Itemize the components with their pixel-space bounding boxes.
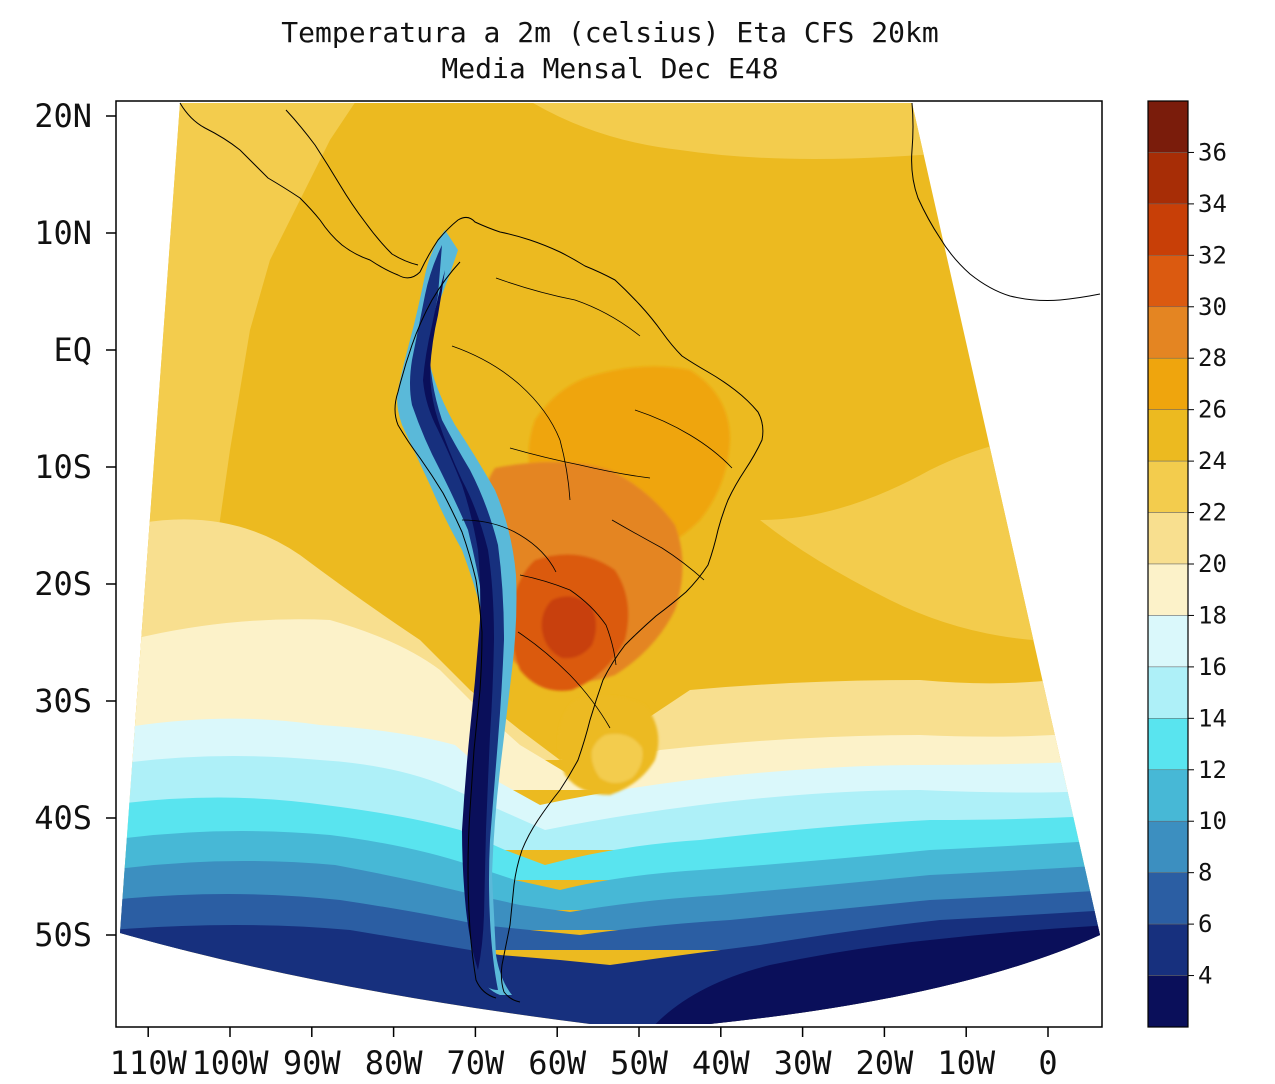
colorbar: 36 34 32 30 28 26 24 22 20 18 16 14 12 10 8 6 4 bbox=[1147, 100, 1227, 1028]
lat-tick-label: 20S bbox=[34, 565, 92, 603]
lon-tick-label: 20W bbox=[856, 1044, 915, 1080]
colorbar-label: 30 bbox=[1198, 293, 1227, 321]
colorbar-swatch bbox=[1147, 203, 1189, 256]
colorbar-label: 14 bbox=[1198, 704, 1227, 732]
lon-tick-label: 50W bbox=[610, 1044, 669, 1080]
colorbar-label: 22 bbox=[1198, 499, 1227, 527]
coastline-east-south-america bbox=[179, 102, 764, 1003]
map-frame bbox=[115, 100, 1103, 1028]
andes-coldest-band bbox=[423, 270, 494, 970]
colorbar-swatch bbox=[1147, 923, 1189, 976]
colorbar-label: 26 bbox=[1198, 396, 1227, 424]
border-brazil-states-north bbox=[634, 409, 733, 469]
lon-tick-label: 100W bbox=[191, 1044, 269, 1080]
colorbar-label: 28 bbox=[1198, 344, 1227, 372]
border-paraguay bbox=[519, 574, 617, 666]
coastline-central-america bbox=[285, 109, 419, 266]
border-argentina-north bbox=[517, 631, 611, 729]
lat-tick-label: 40S bbox=[34, 799, 92, 837]
colorbar-label: 18 bbox=[1198, 601, 1227, 629]
coastline-west-south-america bbox=[394, 261, 497, 999]
interior-band-32-34 bbox=[541, 596, 596, 659]
lat-tick-label: 10S bbox=[34, 448, 92, 486]
southeast-band-22-24 bbox=[591, 733, 643, 783]
lat-tick-label: 30S bbox=[34, 682, 92, 720]
lat-tick-label: 10N bbox=[34, 214, 92, 252]
colorbar-swatch bbox=[1147, 975, 1189, 1028]
colorbar-swatch bbox=[1147, 872, 1189, 925]
colorbar-label: 16 bbox=[1198, 653, 1227, 681]
border-brazil-states-south bbox=[611, 519, 705, 581]
colorbar-label: 32 bbox=[1198, 241, 1227, 269]
colorbar-label: 36 bbox=[1198, 138, 1227, 166]
colorbar-label: 12 bbox=[1198, 756, 1227, 784]
colorbar-swatch bbox=[1147, 512, 1189, 565]
colorbar-swatch bbox=[1147, 152, 1189, 205]
lat-tick-label: 50S bbox=[34, 916, 92, 954]
latitude-axis: 20N 10N EQ 10S 20S 30S 40S 50S bbox=[34, 97, 116, 954]
borders bbox=[451, 277, 733, 729]
lat-tick-label: 20N bbox=[34, 97, 92, 135]
colorbar-label: 20 bbox=[1198, 550, 1227, 578]
lon-tick-label: 40W bbox=[692, 1044, 751, 1080]
lon-tick-label: 30W bbox=[774, 1044, 833, 1080]
colorbar-swatch bbox=[1147, 255, 1189, 308]
colorbar-swatch bbox=[1147, 820, 1189, 873]
colorbar-label: 8 bbox=[1198, 859, 1212, 887]
colorbar-label: 24 bbox=[1198, 447, 1227, 475]
colorbar-swatch bbox=[1147, 460, 1189, 513]
border-chile-bolivia bbox=[461, 519, 557, 573]
lat-tick-label: EQ bbox=[53, 331, 92, 369]
colorbar-swatch bbox=[1147, 718, 1189, 771]
lon-tick-label: 110W bbox=[110, 1044, 188, 1080]
lon-tick-label: 10W bbox=[937, 1044, 996, 1080]
lon-tick-label: 70W bbox=[447, 1044, 506, 1080]
map-panel bbox=[116, 101, 1102, 1027]
colorbar-label: 34 bbox=[1198, 190, 1227, 218]
colorbar-label: 4 bbox=[1198, 962, 1212, 990]
colorbar-swatch bbox=[1147, 666, 1189, 719]
colorbar-label: 10 bbox=[1198, 807, 1227, 835]
colorbar-swatch bbox=[1147, 615, 1189, 668]
lon-tick-label: 0 bbox=[1038, 1044, 1057, 1080]
longitude-axis: 110W 100W 90W 80W 70W 60W 50W 40W 30W 20W 10W 0 bbox=[110, 1027, 1058, 1082]
coastline-africa bbox=[911, 102, 1101, 301]
chart-subtitle: Media Mensal Dec E48 bbox=[441, 52, 778, 85]
interior-heat bbox=[475, 366, 730, 795]
lon-tick-label: 80W bbox=[365, 1044, 424, 1080]
border-brazil-bolivia bbox=[509, 447, 651, 479]
colorbar-swatch bbox=[1147, 769, 1189, 822]
colorbar-label: 6 bbox=[1198, 910, 1212, 938]
coastlines bbox=[179, 102, 1101, 1003]
lon-tick-label: 90W bbox=[283, 1044, 342, 1080]
border-northern-segment bbox=[495, 277, 641, 337]
colorbar-swatch bbox=[1147, 409, 1189, 462]
border-andean-segment bbox=[451, 345, 571, 501]
colorbar-swatch bbox=[1147, 100, 1189, 153]
chart-title: Temperatura a 2m (celsius) Eta CFS 20km bbox=[281, 16, 938, 49]
colorbar-swatch bbox=[1147, 306, 1189, 359]
lon-tick-label: 60W bbox=[528, 1044, 587, 1080]
colorbar-swatch bbox=[1147, 563, 1189, 616]
colorbar-swatch bbox=[1147, 357, 1189, 410]
